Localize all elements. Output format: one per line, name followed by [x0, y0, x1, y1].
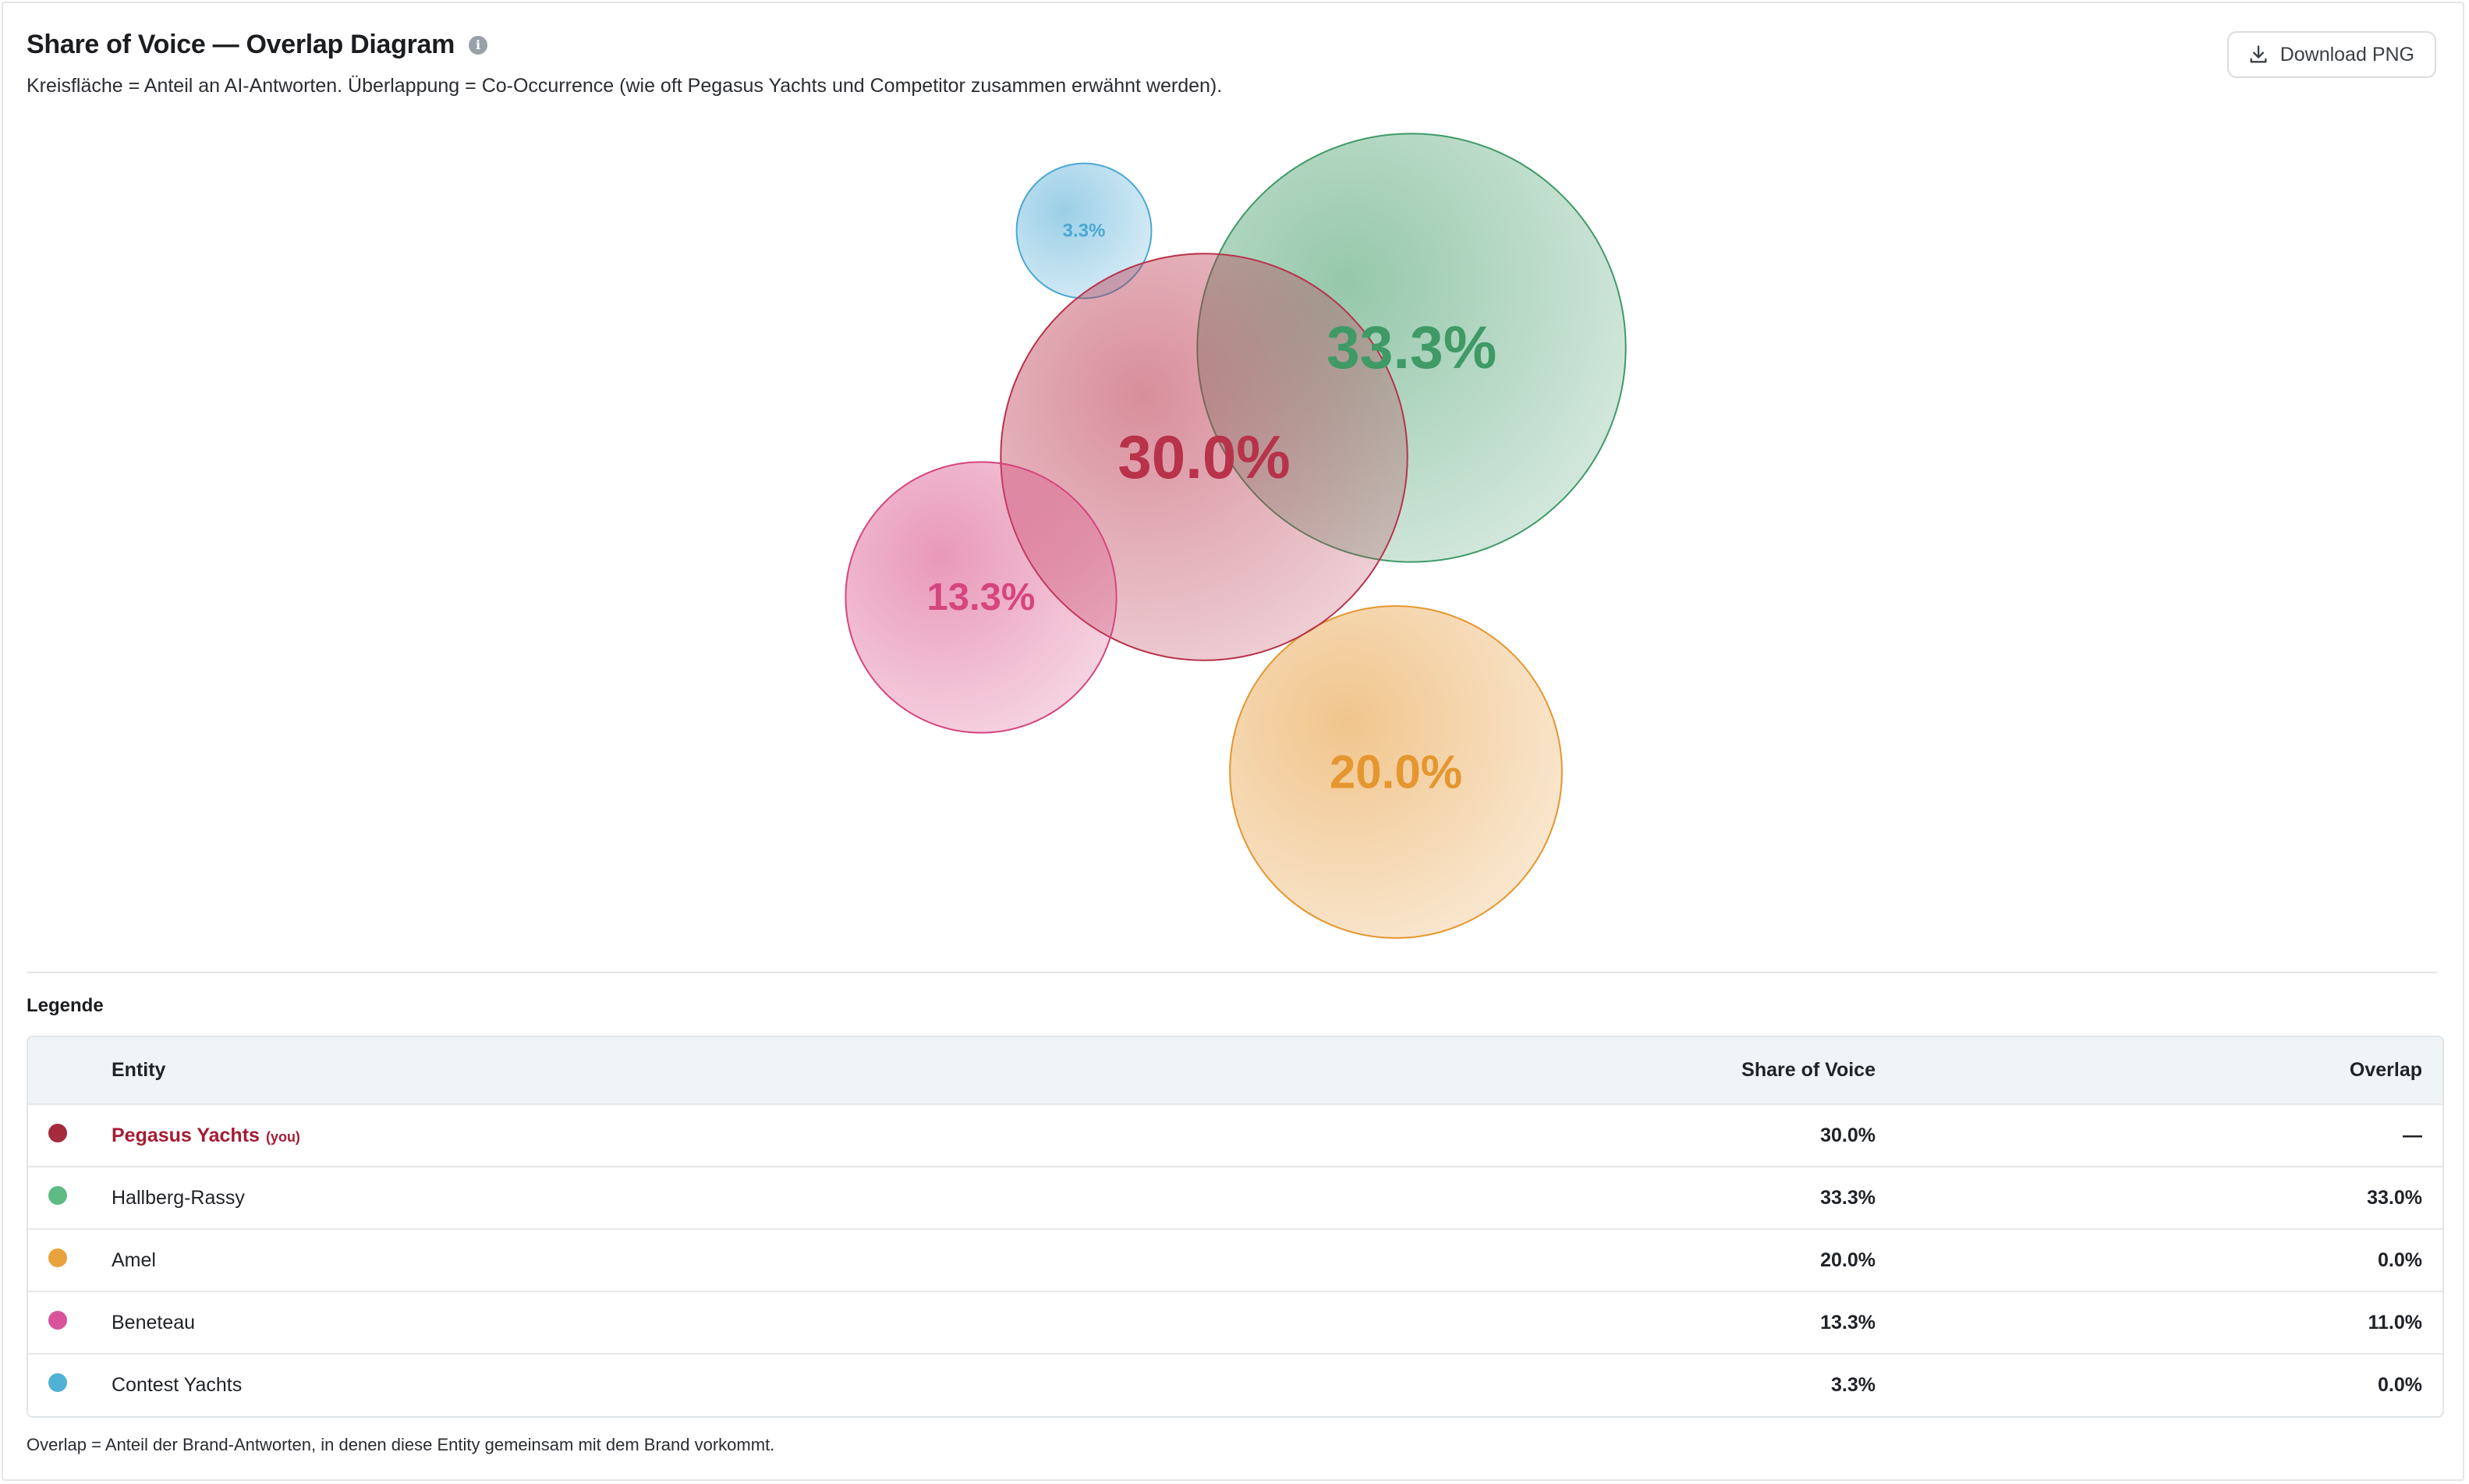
page-title: Share of Voice — Overlap Diagram — [27, 30, 455, 59]
legend-entity: Amel — [112, 1248, 156, 1271]
legend-title: Legende — [27, 995, 104, 1016]
color-dot — [48, 1123, 67, 1142]
footnote: Overlap = Anteil der Brand-Antworten, in… — [27, 1435, 775, 1454]
legend-overlap: 0.0% — [2378, 1248, 2422, 1271]
color-dot — [48, 1373, 67, 1393]
legend-sov: 30.0% — [1820, 1124, 1876, 1146]
legend-header-sov: Share of Voice — [1741, 1059, 1876, 1081]
bubble-amel[interactable] — [1229, 605, 1563, 939]
legend-entity: Contest Yachts — [112, 1374, 243, 1396]
legend-sov: 33.3% — [1820, 1186, 1876, 1209]
title-row: Share of Voice — Overlap Diagram i — [27, 30, 488, 60]
legend-header-row: Entity Share of Voice Overlap — [28, 1037, 2442, 1104]
bubble-label: 13.3% — [927, 576, 1036, 618]
entity-name: Pegasus Yachts — [112, 1124, 260, 1146]
download-png-button[interactable]: Download PNG — [2226, 31, 2436, 78]
bubble-label: 3.3% — [1063, 221, 1106, 242]
bubble-beneteau[interactable] — [845, 461, 1118, 734]
legend-row: Beneteau 13.3% 11.0% — [28, 1291, 2442, 1354]
bubble-label: 33.3% — [1327, 314, 1497, 381]
info-icon[interactable]: i — [469, 35, 488, 55]
legend-overlap: 0.0% — [2378, 1374, 2422, 1396]
you-badge: (you) — [265, 1128, 300, 1145]
overlap-diagram: 20.0% 33.3% 3.3% 30.0% 13.3% — [845, 133, 1627, 939]
color-dot — [48, 1185, 67, 1205]
legend-overlap: 33.0% — [2367, 1186, 2422, 1209]
color-dot — [48, 1248, 67, 1267]
divider — [27, 972, 2438, 973]
legend-sov: 3.3% — [1831, 1374, 1876, 1396]
legend-row: Contest Yachts 3.3% 0.0% — [28, 1354, 2442, 1416]
legend-header-entity: Entity — [112, 1059, 166, 1081]
legend-row: Amel 20.0% 0.0% — [28, 1229, 2442, 1291]
legend-overlap: — — [2403, 1124, 2422, 1146]
bubble-label: 20.0% — [1330, 746, 1462, 799]
legend-sov: 20.0% — [1820, 1248, 1876, 1271]
download-label: Download PNG — [2279, 43, 2414, 66]
legend-row: Pegasus Yachts (you) 30.0% — — [28, 1104, 2442, 1167]
download-icon — [2250, 45, 2267, 63]
legend-row: Hallberg-Rassy 33.3% 33.0% — [28, 1167, 2442, 1229]
legend-table: Entity Share of Voice Overlap Pegasus Ya… — [27, 1036, 2444, 1418]
bubble-label: 30.0% — [1118, 423, 1290, 491]
chart-description: Kreisfläche = Anteil an AI-Antworten. Üb… — [27, 75, 1223, 97]
legend-entity: Beneteau — [112, 1311, 196, 1333]
legend-entity: Hallberg-Rassy — [112, 1186, 245, 1209]
legend-header-color — [28, 1037, 111, 1104]
legend-header-overlap: Overlap — [2349, 1059, 2422, 1081]
legend-entity: Pegasus Yachts (you) — [111, 1104, 1173, 1167]
color-dot — [48, 1310, 67, 1330]
legend-sov: 13.3% — [1820, 1311, 1876, 1333]
legend-overlap: 11.0% — [2368, 1311, 2422, 1333]
